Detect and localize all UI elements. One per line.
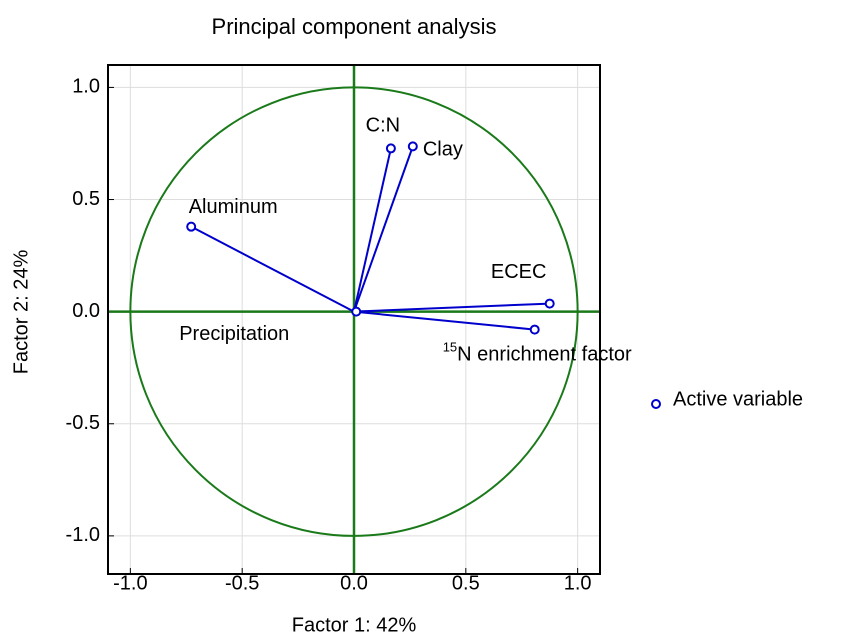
y-tick-label: 0.5 (72, 188, 100, 210)
point (544, 298, 555, 309)
point-label: Aluminum (189, 196, 278, 218)
y-tick-label: 1.0 (72, 76, 100, 98)
legend-label: Active variable (673, 388, 803, 410)
point-label: Precipitation (179, 323, 289, 345)
y-tick-label: -1.0 (66, 524, 100, 546)
vector (190, 225, 355, 313)
point-label: 15N enrichment factor (443, 340, 632, 366)
point (407, 141, 418, 152)
vector (353, 302, 550, 313)
x-tick-label: 1.0 (564, 572, 592, 594)
vector (353, 146, 414, 312)
y-axis-label: Factor 2: 24% (10, 250, 32, 375)
chart-title: Principal component analysis (212, 14, 497, 39)
vector (353, 148, 392, 312)
label-text: N enrichment factor (457, 344, 632, 366)
y-tick-label: 0.0 (72, 300, 100, 322)
vector (353, 310, 535, 331)
legend-marker (651, 399, 661, 409)
y-tick-label: -0.5 (66, 412, 100, 434)
point-label: C:N (366, 115, 400, 137)
point-label: Clay (423, 139, 463, 161)
point-label: ECEC (491, 261, 547, 283)
x-tick-label: -0.5 (225, 572, 259, 594)
unit-circle (129, 86, 579, 537)
x-tick-label: 0.5 (452, 572, 480, 594)
label-superscript: 15 (443, 340, 457, 355)
point (385, 143, 396, 154)
x-tick-label: -1.0 (113, 572, 147, 594)
x-tick-label: 0.0 (340, 572, 368, 594)
point (186, 221, 197, 232)
x-axis-label: Factor 1: 42% (292, 614, 417, 636)
plot-frame (107, 64, 601, 575)
point (351, 306, 362, 317)
point (529, 324, 540, 335)
